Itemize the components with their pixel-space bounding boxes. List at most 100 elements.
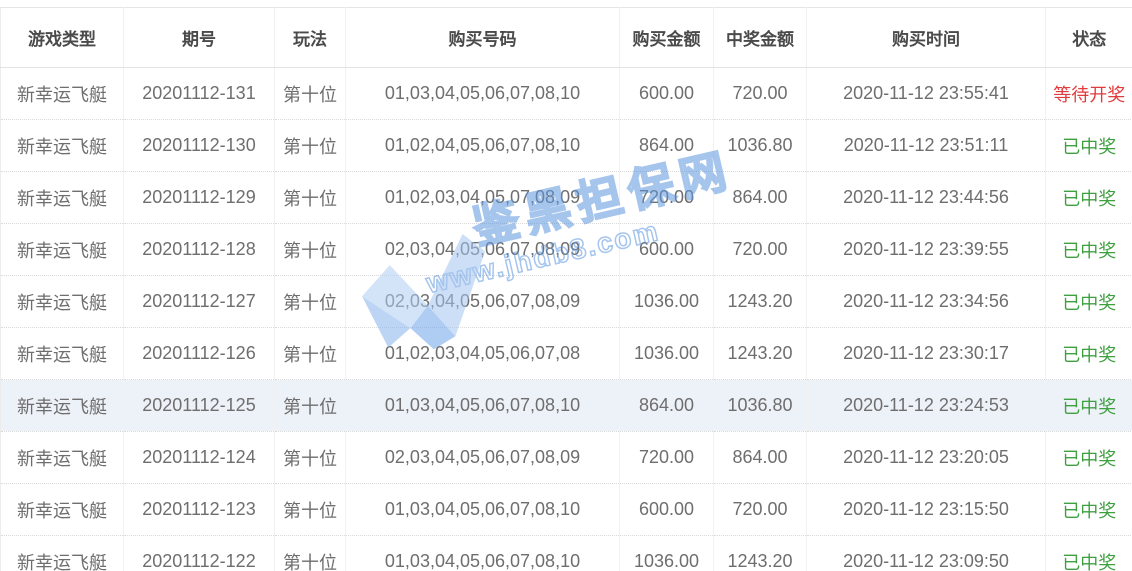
cell-buy-amount: 720.00	[619, 171, 714, 224]
cell-win-amount: 1243.20	[713, 327, 807, 380]
cell-numbers: 01,02,03,04,05,06,07,08	[345, 327, 620, 380]
cell-numbers: 01,02,04,05,06,07,08,10	[345, 119, 620, 172]
header-cell-play-type: 玩法	[274, 7, 346, 68]
cell-buy-amount: 600.00	[619, 223, 714, 276]
cell-buy-amount: 1036.00	[619, 327, 714, 380]
cell-buy-time: 2020-11-12 23:34:56	[806, 275, 1046, 328]
cell-period: 20201112-122	[123, 535, 275, 571]
cell-buy-amount: 864.00	[619, 379, 714, 432]
cell-buy-time: 2020-11-12 23:24:53	[806, 379, 1046, 432]
header-cell-buy-amount: 购买金额	[619, 7, 714, 68]
cell-play-type: 第十位	[274, 171, 346, 224]
table-row: 新幸运飞艇 20201112-129 第十位 01,02,03,04,05,07…	[0, 171, 1132, 224]
cell-numbers: 02,03,04,05,06,07,08,09	[345, 431, 620, 484]
cell-period: 20201112-127	[123, 275, 275, 328]
cell-numbers: 02,03,04,05,06,07,08,09	[345, 275, 620, 328]
cell-buy-time: 2020-11-12 23:09:50	[806, 535, 1046, 571]
cell-game-type: 新幸运飞艇	[0, 171, 124, 224]
cell-win-amount: 1243.20	[713, 275, 807, 328]
cell-buy-time: 2020-11-12 23:51:11	[806, 119, 1046, 172]
cell-buy-time: 2020-11-12 23:20:05	[806, 431, 1046, 484]
status-badge: 已中奖	[1045, 171, 1132, 224]
table-row: 新幸运飞艇 20201112-127 第十位 02,03,04,05,06,07…	[0, 275, 1132, 328]
cell-play-type: 第十位	[274, 483, 346, 536]
cell-numbers: 01,03,04,05,06,07,08,10	[345, 67, 620, 120]
cell-numbers: 01,03,04,05,06,07,08,10	[345, 535, 620, 571]
cell-period: 20201112-123	[123, 483, 275, 536]
cell-win-amount: 1243.20	[713, 535, 807, 571]
table-row: 新幸运飞艇 20201112-124 第十位 02,03,04,05,06,07…	[0, 431, 1132, 484]
cell-game-type: 新幸运飞艇	[0, 379, 124, 432]
status-badge: 已中奖	[1045, 431, 1132, 484]
cell-win-amount: 720.00	[713, 223, 807, 276]
status-badge: 已中奖	[1045, 275, 1132, 328]
header-cell-period: 期号	[123, 7, 275, 68]
table-row: 新幸运飞艇 20201112-125 第十位 01,03,04,05,06,07…	[0, 379, 1132, 432]
cell-buy-amount: 1036.00	[619, 275, 714, 328]
cell-game-type: 新幸运飞艇	[0, 275, 124, 328]
table-row: 新幸运飞艇 20201112-123 第十位 01,03,04,05,06,07…	[0, 483, 1132, 536]
status-badge: 等待开奖	[1045, 67, 1132, 120]
cell-buy-amount: 1036.00	[619, 535, 714, 571]
cell-win-amount: 720.00	[713, 67, 807, 120]
cell-numbers: 01,03,04,05,06,07,08,10	[345, 379, 620, 432]
cell-period: 20201112-124	[123, 431, 275, 484]
cell-period: 20201112-128	[123, 223, 275, 276]
table-header-row: 游戏类型 期号 玩法 购买号码 购买金额 中奖金额 购买时间 状态	[0, 7, 1132, 68]
cell-buy-amount: 864.00	[619, 119, 714, 172]
cell-game-type: 新幸运飞艇	[0, 67, 124, 120]
status-badge: 已中奖	[1045, 223, 1132, 276]
cell-game-type: 新幸运飞艇	[0, 431, 124, 484]
cell-numbers: 01,03,04,05,06,07,08,10	[345, 483, 620, 536]
cell-win-amount: 720.00	[713, 483, 807, 536]
betting-records-table: 游戏类型 期号 玩法 购买号码 购买金额 中奖金额 购买时间 状态 新幸运飞艇 …	[0, 7, 1132, 571]
cell-numbers: 02,03,04,05,06,07,08,09	[345, 223, 620, 276]
cell-game-type: 新幸运飞艇	[0, 119, 124, 172]
cell-game-type: 新幸运飞艇	[0, 223, 124, 276]
table-row: 新幸运飞艇 20201112-128 第十位 02,03,04,05,06,07…	[0, 223, 1132, 276]
cell-period: 20201112-126	[123, 327, 275, 380]
cell-win-amount: 1036.80	[713, 379, 807, 432]
cell-play-type: 第十位	[274, 275, 346, 328]
table-row: 新幸运飞艇 20201112-130 第十位 01,02,04,05,06,07…	[0, 119, 1132, 172]
table-row: 新幸运飞艇 20201112-122 第十位 01,03,04,05,06,07…	[0, 535, 1132, 571]
cell-play-type: 第十位	[274, 223, 346, 276]
cell-play-type: 第十位	[274, 431, 346, 484]
cell-game-type: 新幸运飞艇	[0, 327, 124, 380]
table-row: 新幸运飞艇 20201112-131 第十位 01,03,04,05,06,07…	[0, 67, 1132, 120]
cell-period: 20201112-131	[123, 67, 275, 120]
header-cell-status: 状态	[1045, 7, 1132, 68]
cell-buy-amount: 600.00	[619, 67, 714, 120]
cell-game-type: 新幸运飞艇	[0, 535, 124, 571]
cell-win-amount: 864.00	[713, 431, 807, 484]
cell-buy-time: 2020-11-12 23:30:17	[806, 327, 1046, 380]
cell-play-type: 第十位	[274, 535, 346, 571]
cell-period: 20201112-129	[123, 171, 275, 224]
header-cell-win-amount: 中奖金额	[713, 7, 807, 68]
cell-buy-amount: 720.00	[619, 431, 714, 484]
status-badge: 已中奖	[1045, 483, 1132, 536]
cell-period: 20201112-130	[123, 119, 275, 172]
cell-play-type: 第十位	[274, 327, 346, 380]
cell-buy-time: 2020-11-12 23:15:50	[806, 483, 1046, 536]
cell-numbers: 01,02,03,04,05,07,08,09	[345, 171, 620, 224]
cell-buy-amount: 600.00	[619, 483, 714, 536]
cell-game-type: 新幸运飞艇	[0, 483, 124, 536]
table-row: 新幸运飞艇 20201112-126 第十位 01,02,03,04,05,06…	[0, 327, 1132, 380]
header-cell-game-type: 游戏类型	[0, 7, 124, 68]
header-cell-numbers: 购买号码	[345, 7, 620, 68]
cell-buy-time: 2020-11-12 23:44:56	[806, 171, 1046, 224]
status-badge: 已中奖	[1045, 535, 1132, 571]
cell-play-type: 第十位	[274, 67, 346, 120]
cell-play-type: 第十位	[274, 379, 346, 432]
header-cell-buy-time: 购买时间	[806, 7, 1046, 68]
cell-buy-time: 2020-11-12 23:55:41	[806, 67, 1046, 120]
cell-buy-time: 2020-11-12 23:39:55	[806, 223, 1046, 276]
cell-win-amount: 1036.80	[713, 119, 807, 172]
status-badge: 已中奖	[1045, 327, 1132, 380]
cell-period: 20201112-125	[123, 379, 275, 432]
cell-play-type: 第十位	[274, 119, 346, 172]
cell-win-amount: 864.00	[713, 171, 807, 224]
status-badge: 已中奖	[1045, 379, 1132, 432]
